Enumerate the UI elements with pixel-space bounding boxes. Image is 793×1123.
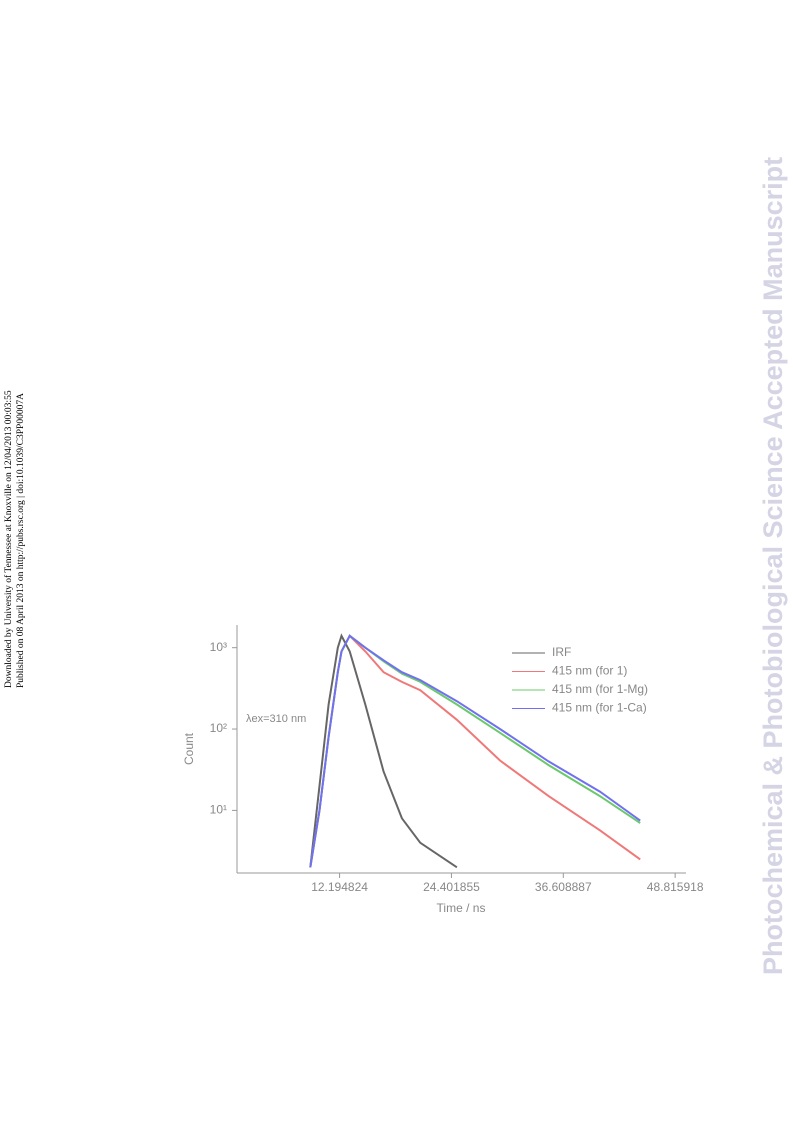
annotation: λex=310 nm bbox=[246, 713, 306, 725]
x-tick-label: 12.194824 bbox=[311, 880, 368, 894]
x-tick-label: 48.815918 bbox=[647, 880, 704, 894]
y-tick-label: 10³ bbox=[210, 640, 227, 654]
series-line bbox=[309, 634, 641, 868]
legend-label: 415 nm (for 1-Ca) bbox=[552, 701, 647, 715]
y-axis-label: Count bbox=[182, 732, 196, 765]
x-tick-label: 24.401855 bbox=[423, 880, 480, 894]
y-tick-label: 10² bbox=[210, 721, 227, 735]
series-line bbox=[309, 633, 458, 869]
legend-label: 415 nm (for 1-Mg) bbox=[552, 682, 648, 696]
y-tick-label: 10¹ bbox=[210, 803, 227, 817]
legend-label: 415 nm (for 1) bbox=[552, 664, 627, 678]
x-axis-label: Time / ns bbox=[437, 901, 486, 915]
x-tick-label: 36.608887 bbox=[535, 880, 592, 894]
legend-label: IRF bbox=[552, 645, 571, 659]
